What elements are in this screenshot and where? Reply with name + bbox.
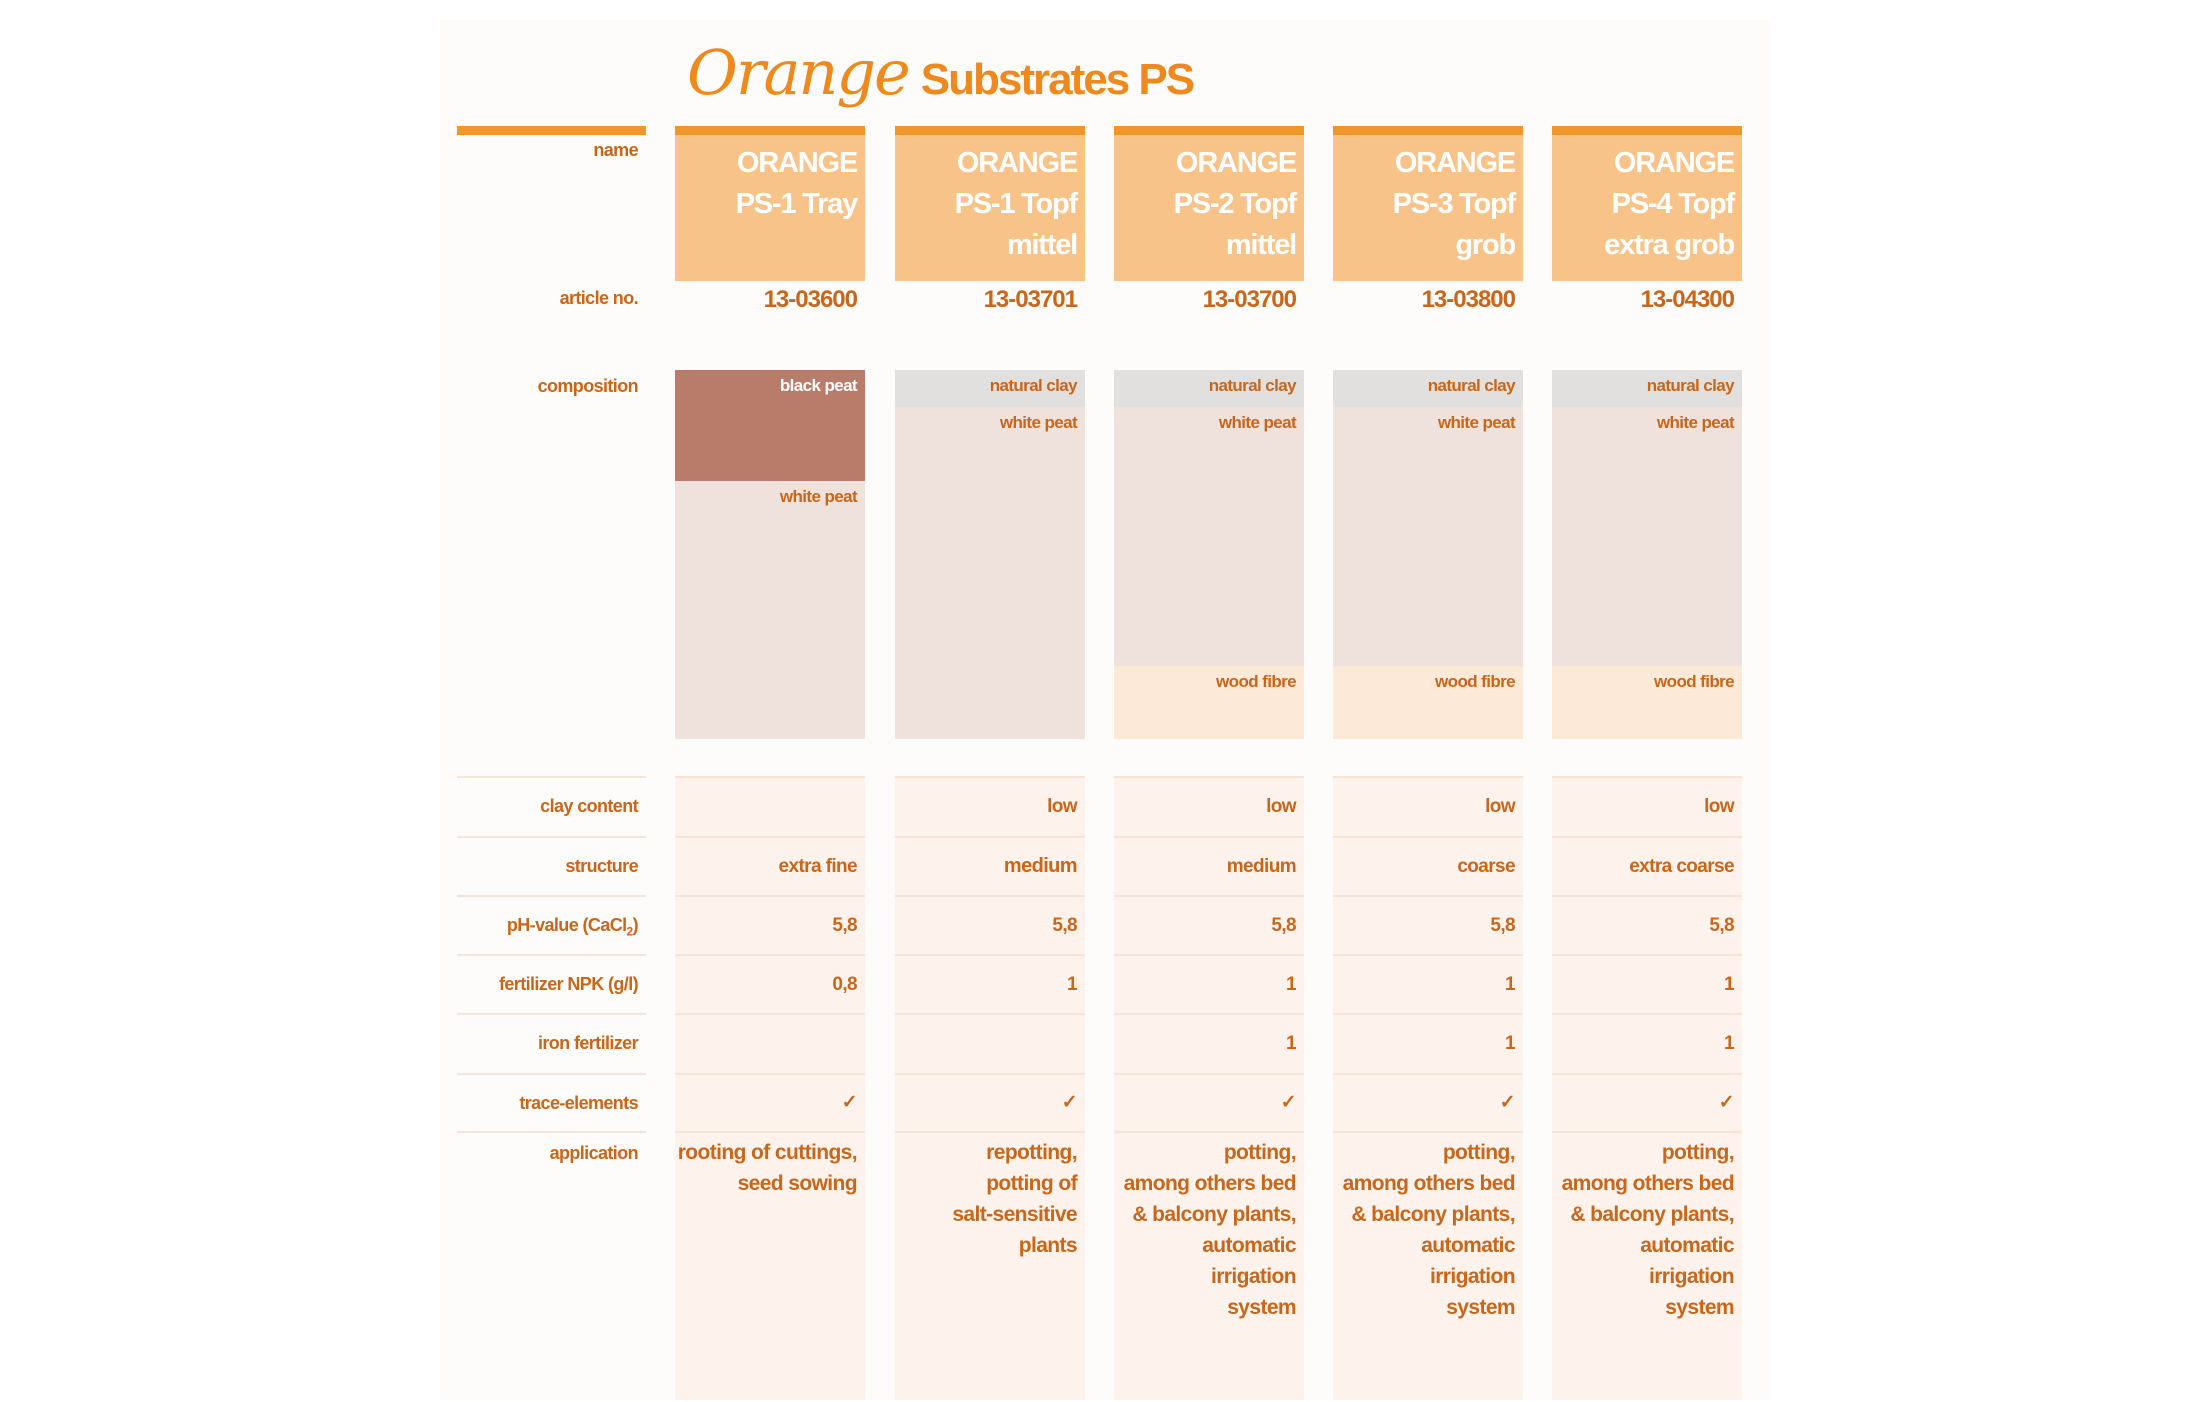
cell-ph: 5,8 [895, 895, 1085, 954]
article-number: 13-03700 [1202, 286, 1297, 313]
cell-ph: 5,8 [1114, 895, 1304, 954]
cell-iron: 1 [1552, 1013, 1742, 1073]
cell-clay: low [895, 776, 1085, 836]
label-clay: clay content [540, 796, 638, 816]
brand-logo-orange: Orange [687, 36, 911, 109]
label-structure: structure [565, 856, 638, 876]
article-number: 13-03800 [1421, 286, 1516, 313]
label-npk: fertilizer NPK (g/l) [498, 974, 639, 994]
composition-white-peat: white peat [1552, 407, 1742, 666]
composition-white-peat: white peat [675, 481, 865, 739]
row-label-structure: structure [457, 836, 646, 897]
row-label-application: application [457, 1131, 646, 1402]
product-name-header: ORANGE PS-3 Topf grob [1333, 135, 1523, 281]
composition-wood-fibre: wood fibre [1114, 666, 1304, 739]
composition-natural-clay: natural clay [1552, 370, 1742, 407]
cell-structure: medium [1114, 836, 1304, 895]
composition-natural-clay: natural clay [895, 370, 1085, 407]
label-iron: iron fertilizer [537, 1033, 639, 1053]
composition-white-peat: white peat [1333, 407, 1523, 666]
trace-elements-check-icon: ✓ [1552, 1073, 1742, 1131]
composition-wood-fibre: wood fibre [1333, 666, 1523, 739]
product-name-header: ORANGE PS-4 Topf extra grob [1552, 135, 1742, 281]
cell-iron: 1 [1333, 1013, 1523, 1073]
cell-structure: medium [895, 836, 1085, 895]
cell-clay [675, 776, 865, 836]
label-ph: pH-value (CaCl2) [457, 915, 646, 939]
page-background [440, 20, 1770, 1400]
trace-elements-check-icon: ✓ [895, 1073, 1085, 1131]
cell-structure: extra coarse [1552, 836, 1742, 895]
trace-elements-check-icon: ✓ [675, 1073, 865, 1131]
product-name-header: ORANGE PS-1 Topf mittel [895, 135, 1085, 281]
composition-white-peat: white peat [1114, 407, 1304, 666]
composition-white-peat: white peat [895, 407, 1085, 739]
cell-application: repotting, potting of salt-sensitive pla… [895, 1131, 1085, 1400]
cell-application: potting, among others bed & balcony plan… [1333, 1131, 1523, 1400]
cell-ph: 5,8 [1552, 895, 1742, 954]
product-accent-bar [1552, 126, 1742, 135]
label-article: article no. [559, 288, 639, 308]
product-accent-bar [675, 126, 865, 135]
composition-black-peat: black peat [675, 370, 865, 481]
cell-application: potting, among others bed & balcony plan… [1552, 1131, 1742, 1400]
cell-npk: 1 [1114, 954, 1304, 1013]
cell-ph: 5,8 [1333, 895, 1523, 954]
title-text: Substrates PS [920, 55, 1195, 104]
article-number: 13-03600 [763, 286, 858, 313]
product-accent-bar [1114, 126, 1304, 135]
product-name-header: ORANGE PS-1 Tray [675, 135, 865, 281]
cell-structure: coarse [1333, 836, 1523, 895]
label-composition: composition [537, 376, 639, 396]
label-ph-pre: pH-value (CaCl [506, 915, 627, 935]
row-label-iron: iron fertilizer [457, 1013, 646, 1075]
cell-iron [895, 1013, 1085, 1073]
row-label-trace: trace-elements [457, 1073, 646, 1133]
page-title: Orange Substrates PS [687, 36, 1195, 109]
cell-iron [675, 1013, 865, 1073]
composition-natural-clay: natural clay [1114, 370, 1304, 407]
product-accent-bar [1333, 126, 1523, 135]
cell-clay: low [1552, 776, 1742, 836]
trace-elements-check-icon: ✓ [1114, 1073, 1304, 1131]
label-ph-post: ) [632, 915, 639, 935]
row-label-clay: clay content [457, 776, 646, 838]
cell-application: rooting of cuttings, seed sowing [675, 1131, 865, 1400]
cell-structure: extra fine [675, 836, 865, 895]
row-label-ph: pH-value (CaCl2) [457, 895, 646, 956]
cell-application: potting, among others bed & balcony plan… [1114, 1131, 1304, 1400]
label-name: name [593, 140, 638, 160]
label-column-accent-bar [457, 126, 646, 135]
label-application: application [549, 1143, 639, 1163]
product-accent-bar [895, 126, 1085, 135]
composition-natural-clay: natural clay [1333, 370, 1523, 407]
cell-npk: 0,8 [675, 954, 865, 1013]
cell-ph: 5,8 [675, 895, 865, 954]
row-label-npk: fertilizer NPK (g/l) [457, 954, 646, 1015]
cell-npk: 1 [1333, 954, 1523, 1013]
cell-clay: low [1333, 776, 1523, 836]
trace-elements-check-icon: ✓ [1333, 1073, 1523, 1131]
label-trace: trace-elements [519, 1093, 638, 1113]
label-ph-sub: 2 [626, 924, 634, 939]
cell-npk: 1 [895, 954, 1085, 1013]
article-number: 13-04300 [1640, 286, 1735, 313]
article-number: 13-03701 [983, 286, 1078, 313]
cell-clay: low [1114, 776, 1304, 836]
cell-iron: 1 [1114, 1013, 1304, 1073]
composition-wood-fibre: wood fibre [1552, 666, 1742, 739]
product-name-header: ORANGE PS-2 Topf mittel [1114, 135, 1304, 281]
cell-npk: 1 [1552, 954, 1742, 1013]
